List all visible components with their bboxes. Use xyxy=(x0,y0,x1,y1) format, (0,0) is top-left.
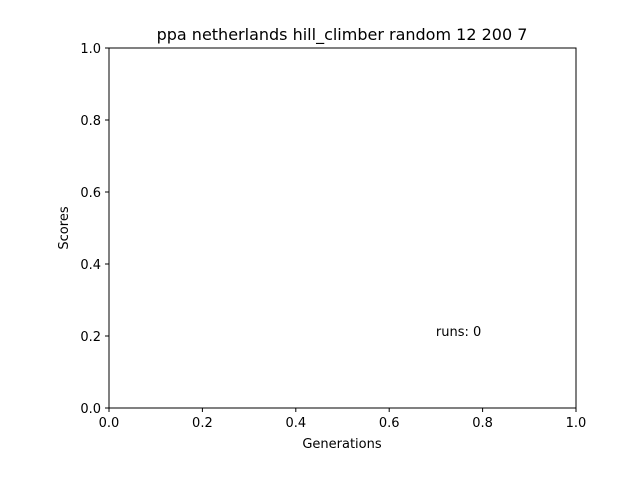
y-tick-label: 0.6 xyxy=(80,186,101,201)
y-tick-label: 1.0 xyxy=(80,42,101,57)
y-axis: 0.0 0.2 0.4 0.6 0.8 1.0 xyxy=(80,42,109,417)
y-tick-label: 0.4 xyxy=(80,258,101,273)
x-axis: 0.0 0.2 0.4 0.6 0.8 1.0 xyxy=(99,408,587,431)
y-axis-label: Scores xyxy=(57,206,72,249)
plot-area: 0.0 0.2 0.4 0.6 0.8 1.0 0.0 0.2 0.4 0.6 0.8 1.0 ru… xyxy=(80,42,586,431)
chart-title: ppa netherlands hill_climber random 12 2… xyxy=(157,25,528,45)
runs-annotation: runs: 0 xyxy=(436,325,481,340)
x-tick-label: 0.6 xyxy=(379,416,400,431)
x-axis-label: Generations xyxy=(302,437,382,452)
y-tick-label: 0.0 xyxy=(80,402,101,417)
axes-frame xyxy=(108,47,577,409)
x-tick-label: 0.0 xyxy=(99,416,120,431)
y-tick-label: 0.8 xyxy=(80,114,101,129)
x-tick-label: 0.8 xyxy=(472,416,493,431)
y-tick-label: 0.2 xyxy=(80,330,101,345)
x-tick-label: 0.4 xyxy=(285,416,306,431)
x-tick-label: 0.2 xyxy=(192,416,213,431)
x-tick-label: 1.0 xyxy=(566,416,587,431)
